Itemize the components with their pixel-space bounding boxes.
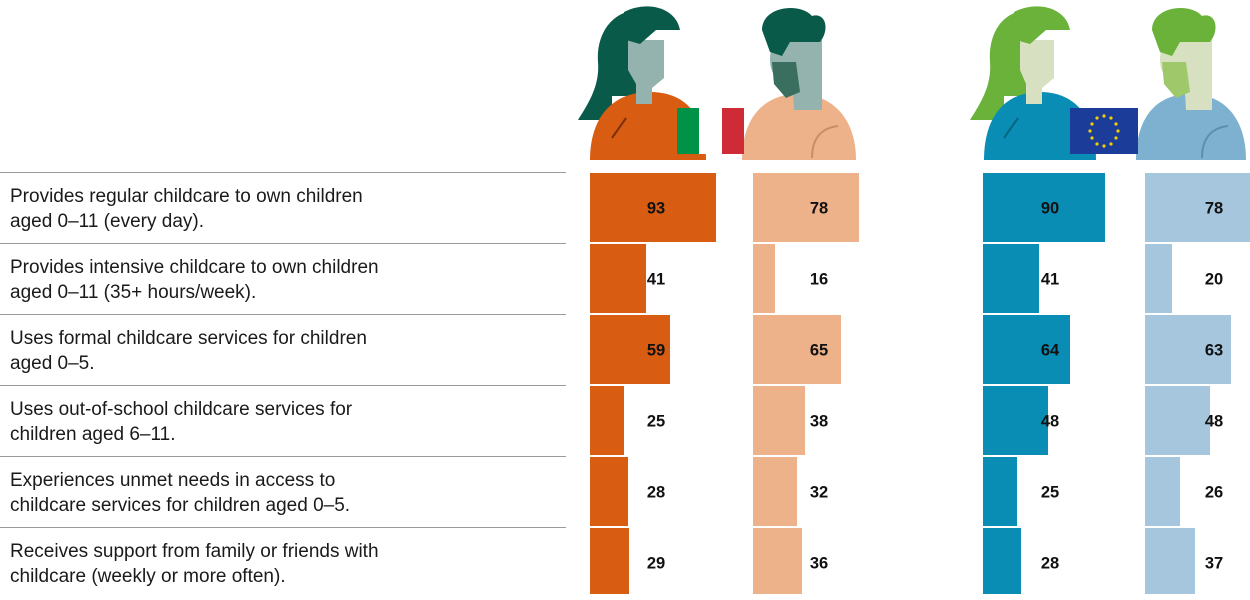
bar	[983, 315, 1070, 384]
bar	[590, 173, 716, 242]
bar	[753, 173, 859, 242]
bar	[983, 244, 1039, 313]
data-label: 16	[810, 271, 828, 289]
data-label: 29	[647, 555, 665, 573]
data-label: 32	[810, 484, 828, 502]
data-label: 41	[647, 271, 665, 289]
row-divider	[0, 243, 566, 244]
data-label: 37	[1205, 555, 1223, 573]
bar	[590, 528, 629, 594]
data-label: 25	[647, 413, 665, 431]
data-label: 59	[647, 342, 665, 360]
row-divider	[0, 172, 566, 173]
data-label: 63	[1205, 342, 1223, 360]
bar	[1145, 528, 1195, 594]
row-label: Provides regular childcare to own childr…	[10, 186, 363, 232]
bar	[1145, 315, 1231, 384]
bar	[753, 457, 797, 526]
data-label: 64	[1041, 342, 1060, 360]
bar	[983, 386, 1048, 455]
row-label: Experiences unmet needs in access to chi…	[10, 470, 351, 516]
data-label: 90	[1041, 200, 1059, 218]
row-label: Provides intensive childcare to own chil…	[10, 257, 379, 303]
bar	[1145, 457, 1180, 526]
eu-flag-icon	[1070, 108, 1138, 154]
data-label: 48	[1205, 413, 1223, 431]
data-label: 78	[1205, 200, 1223, 218]
row-divider	[0, 385, 566, 386]
bar	[590, 457, 628, 526]
italy-flag-icon	[677, 108, 744, 154]
bar	[590, 386, 624, 455]
bar	[590, 244, 646, 313]
bar	[1145, 173, 1250, 242]
bar	[983, 173, 1105, 242]
row-label: Uses formal childcare services for child…	[10, 328, 367, 374]
bar	[983, 457, 1017, 526]
bar	[590, 315, 670, 384]
bar	[753, 386, 805, 455]
row-label: Uses out-of-school childcare services fo…	[10, 399, 353, 445]
eu-man-figure-icon	[1136, 7, 1246, 160]
data-label: 78	[810, 200, 828, 218]
data-label: 48	[1041, 413, 1059, 431]
data-label: 26	[1205, 484, 1223, 502]
data-label: 28	[647, 484, 665, 502]
row-label: Receives support from family or friends …	[10, 541, 379, 587]
bar	[1145, 386, 1210, 455]
header-figures	[578, 6, 1246, 160]
bar	[1145, 244, 1172, 313]
data-label: 93	[647, 200, 665, 218]
data-label: 36	[810, 555, 828, 573]
data-label: 65	[810, 342, 828, 360]
bar	[983, 528, 1021, 594]
data-label: 38	[810, 413, 828, 431]
eu-woman-figure-icon	[970, 6, 1096, 160]
data-label: 28	[1041, 555, 1059, 573]
data-label: 25	[1041, 484, 1059, 502]
data-label: 41	[1041, 271, 1059, 289]
row-divider	[0, 314, 566, 315]
italy-man-figure-icon	[742, 7, 856, 160]
row-divider	[0, 456, 566, 457]
data-label: 20	[1205, 271, 1223, 289]
bar	[753, 528, 802, 594]
bar	[753, 244, 775, 313]
row-divider	[0, 527, 566, 528]
bar	[753, 315, 841, 384]
